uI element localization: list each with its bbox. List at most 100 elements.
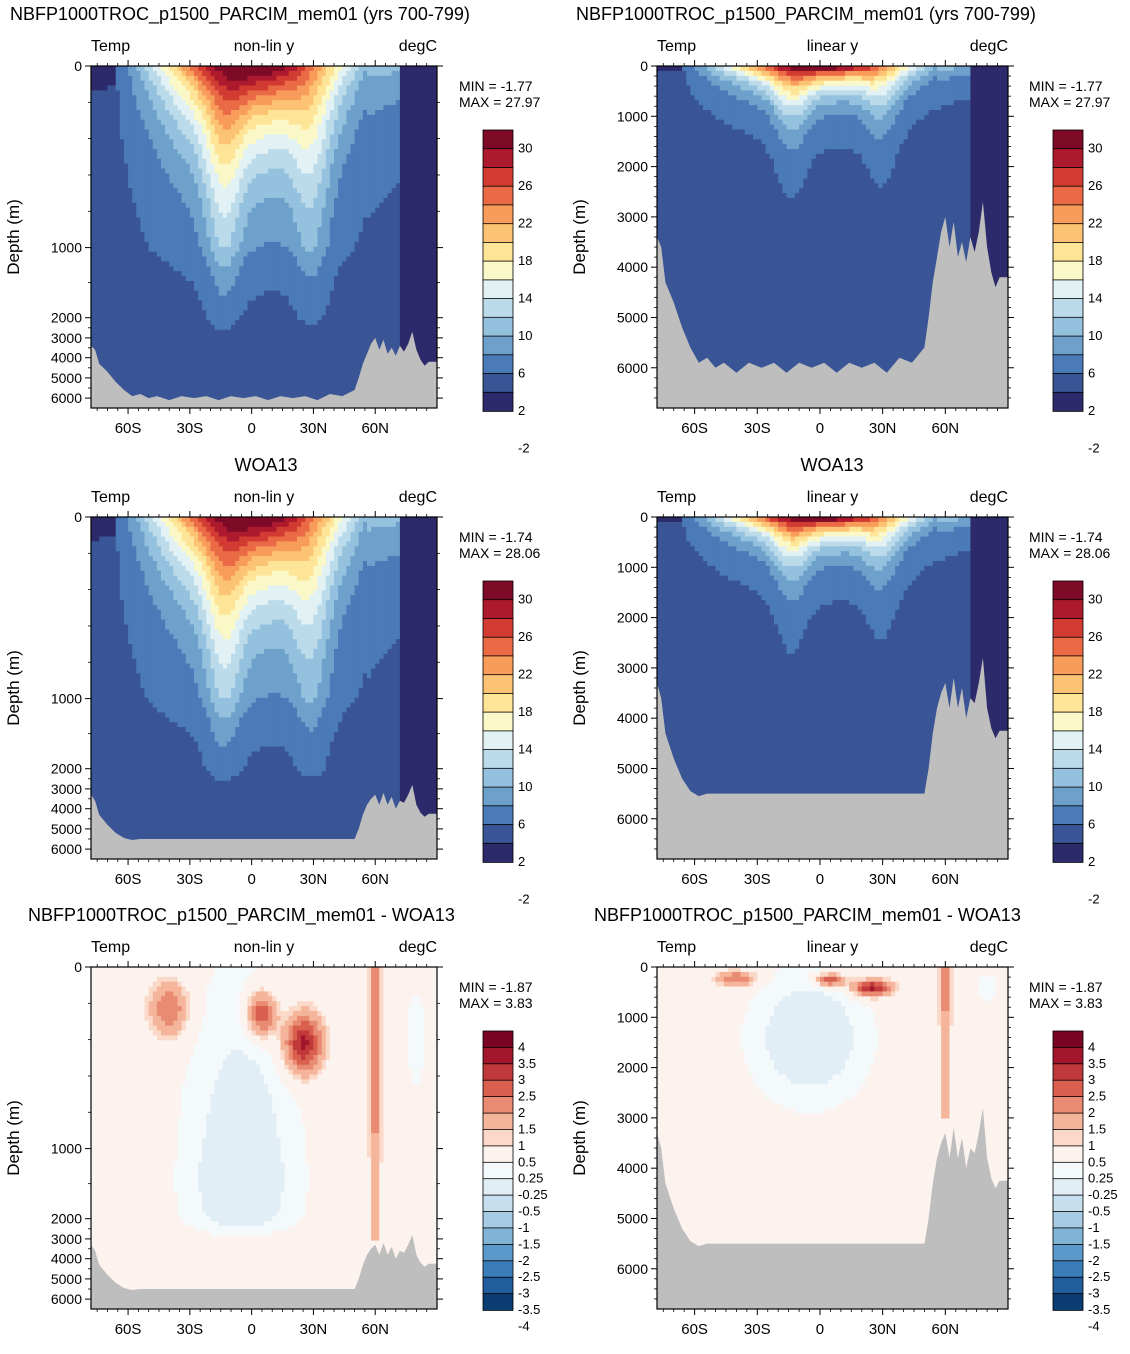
- contour-cell: [206, 197, 211, 238]
- contour-cell: [276, 290, 282, 408]
- contour-cell: [371, 75, 376, 116]
- contour-cell: [786, 80, 792, 87]
- contour-cell: [907, 70, 913, 77]
- contour-cell: [185, 590, 191, 621]
- contour-cell: [916, 517, 921, 523]
- contour-cell: [177, 521, 183, 533]
- contour-cell: [354, 129, 360, 243]
- contour-cell: [853, 526, 859, 533]
- contour-cell: [198, 551, 203, 562]
- contour-cell: [325, 575, 331, 601]
- contour-cell: [991, 996, 997, 1309]
- contour-cell: [198, 144, 203, 170]
- contour-cell: [865, 70, 871, 77]
- contour-cell: [786, 75, 792, 82]
- colorbar-box: [1052, 1227, 1084, 1246]
- contour-cell: [292, 707, 298, 767]
- contour-cell: [198, 517, 203, 523]
- contour-cell: [350, 702, 356, 859]
- contour-cell: [231, 324, 236, 408]
- contour-cell: [231, 551, 236, 567]
- contour-cell: [949, 70, 955, 77]
- contour-cell: [932, 517, 938, 528]
- contour-cell: [259, 1225, 265, 1237]
- contour-cell: [259, 991, 265, 1002]
- contour-cell: [740, 75, 746, 82]
- contour-cell: [395, 639, 401, 859]
- contour-cell: [362, 673, 368, 859]
- contour-cell: [878, 105, 884, 121]
- contour-cell: [264, 604, 269, 625]
- contour-cell: [836, 556, 842, 567]
- contour-cell: [202, 75, 207, 87]
- contour-cell: [840, 75, 846, 82]
- contour-cell: [255, 629, 261, 655]
- contour-cell: [206, 541, 211, 557]
- label-variable: Temp: [657, 38, 696, 55]
- contour-cell: [744, 1011, 750, 1066]
- contour-cell: [932, 66, 938, 77]
- contour-cell: [861, 66, 867, 72]
- contour-cell: [181, 609, 187, 655]
- contour-cell: [243, 536, 249, 547]
- plot-frame: [90, 65, 438, 409]
- contour-cell: [807, 580, 813, 621]
- colorbar-label: -2: [1088, 1253, 1100, 1268]
- contour-cell: [811, 541, 817, 547]
- contour-cell: [412, 66, 417, 408]
- contour-cell: [786, 996, 792, 1080]
- contour-cell: [836, 90, 842, 96]
- contour-cell: [391, 644, 397, 859]
- contour-cell: [832, 1108, 838, 1309]
- contour-cell: [828, 517, 834, 523]
- contour-cell: [301, 653, 306, 699]
- colorbar-label: 22: [518, 216, 532, 231]
- contour-cell: [824, 70, 829, 77]
- contour-cell: [840, 66, 846, 72]
- contour-cell: [136, 217, 141, 408]
- contour-cell: [161, 85, 166, 101]
- contour-cell: [152, 1025, 158, 1036]
- contour-cell: [276, 85, 282, 91]
- contour-cell: [251, 75, 257, 87]
- contour-cell: [321, 658, 327, 709]
- contour-cell: [949, 521, 955, 533]
- contour-cell: [169, 66, 174, 72]
- contour-cell: [169, 521, 174, 538]
- contour-cell: [280, 619, 286, 650]
- contour-cell: [255, 124, 261, 140]
- contour-cell: [803, 1084, 809, 1115]
- contour-cell: [342, 531, 347, 547]
- contour-cell: [181, 551, 187, 567]
- colorbar-box: [1052, 298, 1084, 319]
- contour-cell: [853, 546, 859, 557]
- contour-cell: [916, 541, 921, 577]
- contour-cell: [226, 663, 232, 699]
- contour-cell: [202, 526, 207, 538]
- contour-cell: [301, 1050, 306, 1061]
- contour-cell: [790, 75, 796, 82]
- panel-diff-linear: Temp linear y degC010002000300040005000600…: [570, 939, 1118, 1338]
- contour-cell: [255, 173, 261, 204]
- contour-cell: [321, 114, 327, 140]
- contour-cell: [231, 100, 236, 111]
- contour-cell: [870, 991, 875, 997]
- contour-cell: [222, 967, 228, 1061]
- contour-cell: [832, 976, 838, 983]
- contour-cell: [259, 1050, 265, 1076]
- contour-cell: [251, 658, 257, 704]
- contour-cell: [677, 517, 683, 523]
- contour-cell: [292, 561, 298, 577]
- contour-cell: [301, 1030, 306, 1036]
- contour-cell: [732, 129, 737, 408]
- contour-cell: [870, 536, 875, 542]
- contour-cell: [284, 1045, 290, 1066]
- contour-cell: [895, 66, 900, 72]
- contour-cell: [305, 95, 310, 111]
- contour-cell: [416, 517, 422, 859]
- contour-cell: [329, 673, 335, 743]
- ytick-label: 0: [640, 959, 648, 975]
- contour-cell: [811, 531, 817, 538]
- contour-cell: [173, 526, 179, 543]
- contour-cell: [886, 986, 892, 992]
